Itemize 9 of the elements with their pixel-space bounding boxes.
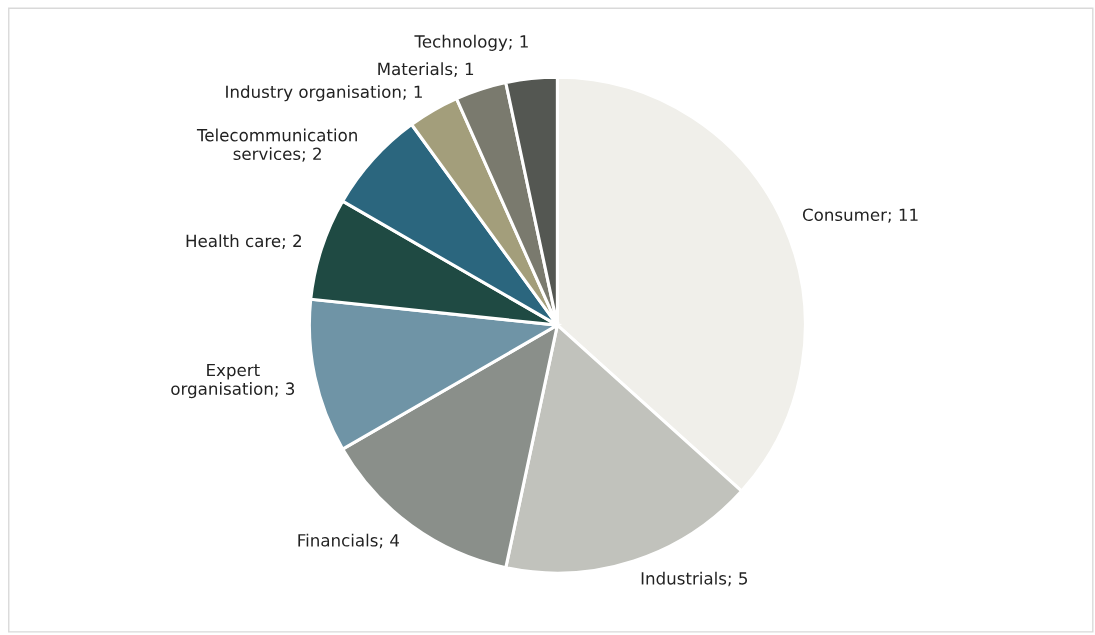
slice-label: Financials; 4 (298, 533, 400, 549)
slice-label: Industrials; 5 (641, 571, 748, 587)
slice-label: Industry organisation; 1 (226, 85, 422, 102)
slice-label: Telecommunication services; 2 (196, 128, 357, 162)
slice-label: Technology; 1 (414, 34, 528, 51)
slice-label: Expert organisation; 3 (171, 363, 295, 399)
slice-label: Consumer; 11 (802, 208, 918, 223)
slice-label: Materials; 1 (378, 62, 474, 77)
slice-label: Health care; 2 (186, 234, 301, 249)
